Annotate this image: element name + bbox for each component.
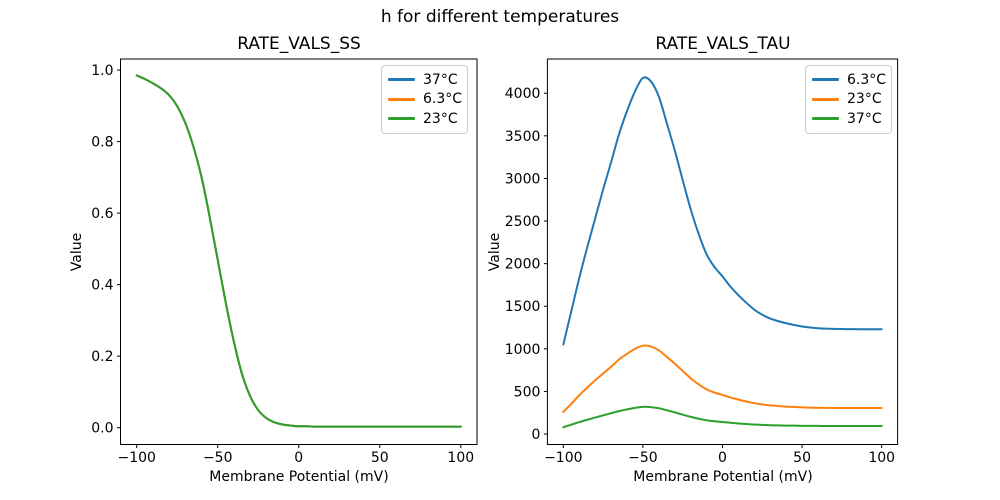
x-tick-label: 50 [371,450,389,466]
y-tick-label: 0 [531,427,540,443]
legend-line-sample [812,78,839,82]
subplot-ss-xlabel: Membrane Potential (mV) [209,469,389,485]
legend-line-sample [812,117,839,121]
x-tick-label: −50 [203,450,233,466]
series-line-6.3°C [562,76,883,346]
series-line-23°C [135,74,462,428]
x-tick-label: 0 [294,450,303,466]
y-tick-label: 0.6 [91,206,113,222]
subplot-ss-title: RATE_VALS_SS [237,34,361,54]
y-tick-label: 0.8 [91,135,113,151]
y-tick-label: 0.4 [91,278,113,294]
legend-label: 23°C [847,91,882,108]
x-tick-label: 100 [868,450,895,466]
series-line-23°C [562,344,883,413]
y-tick-label: 0.0 [91,421,113,437]
legend-tau: 6.3°C 23°C 37°C [805,65,892,134]
subplot-tau-title: RATE_VALS_TAU [655,34,791,54]
legend-label: 23°C [423,110,458,127]
legend-line-sample [388,117,415,121]
x-tick-label: 0 [718,450,727,466]
legend-line-sample [812,97,839,101]
y-tick-label: 4000 [505,86,541,102]
legend-entry: 37°C [812,109,885,129]
y-tick-label: 1000 [505,342,541,358]
subplot-tau-xlabel: Membrane Potential (mV) [633,469,813,485]
legend-line-sample [388,78,415,82]
legend-label: 6.3°C [423,91,463,108]
x-tick-label: −100 [117,450,155,466]
legend-entry: 37°C [388,70,461,90]
y-tick-label: 2500 [505,214,541,230]
legend-label: 37°C [847,110,882,127]
y-tick-label: 3000 [505,171,541,187]
legend-label: 6.3°C [847,71,887,88]
figure-suptitle: h for different temperatures [380,7,620,27]
legend-entry: 23°C [388,109,461,129]
y-tick-label: 1500 [505,299,541,315]
x-tick-label: −50 [628,450,658,466]
legend-line-sample [388,97,415,101]
x-tick-label: 100 [447,450,474,466]
y-tick-label: 1.0 [91,63,113,79]
x-tick-label: 50 [793,450,811,466]
x-tick-label: −100 [544,450,582,466]
y-tick-label: 3500 [505,129,541,145]
legend-entry: 23°C [812,90,885,110]
series-line-37°C [562,405,883,429]
y-tick-label: 500 [514,384,541,400]
legend-label: 37°C [423,71,458,88]
y-tick-label: 0.2 [91,349,113,365]
y-tick-label: 2000 [505,257,541,273]
legend-ss: 37°C 6.3°C 23°C [381,65,468,134]
legend-entry: 6.3°C [388,90,463,110]
legend-entry: 6.3°C [812,70,887,90]
